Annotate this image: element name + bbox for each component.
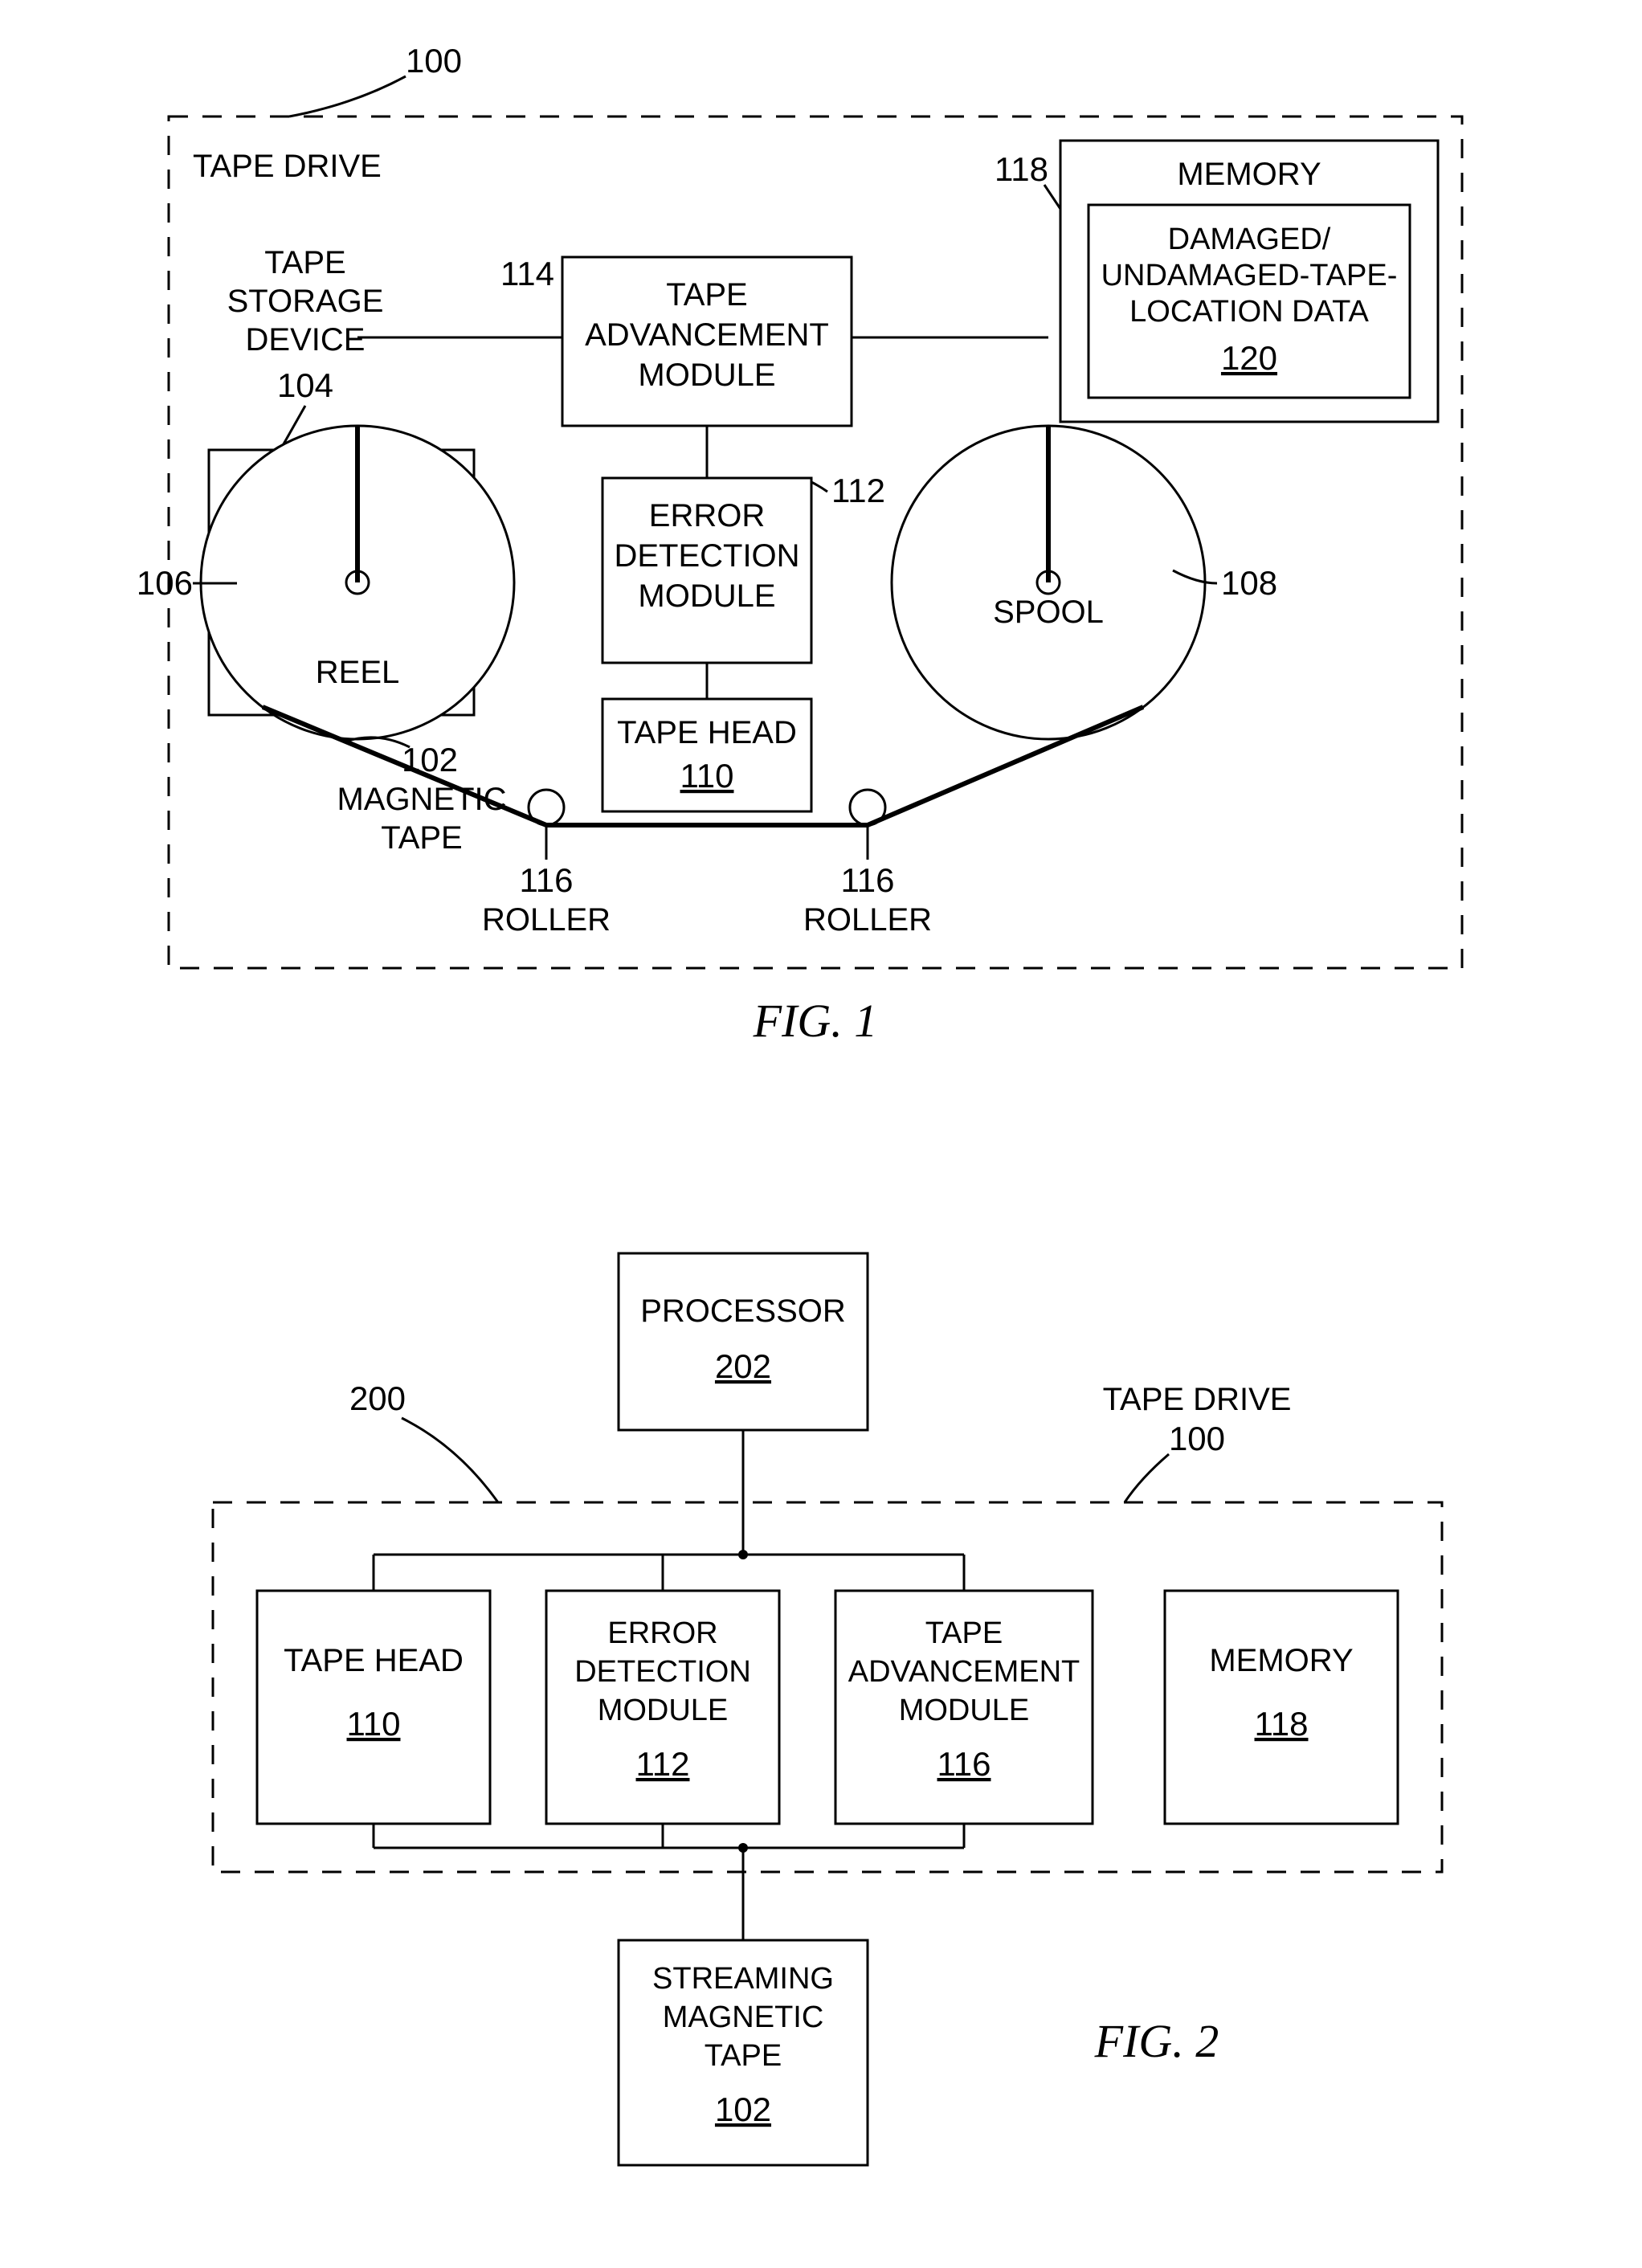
- fig2-processor-label: PROCESSOR: [640, 1293, 846, 1329]
- fig1-memdata-l2: UNDAMAGED-TAPE-: [1101, 259, 1398, 292]
- fig1-tapehead-ref: 110: [680, 757, 734, 795]
- fig1-storage-l1: TAPE: [264, 245, 346, 280]
- diagram-canvas: TAPE DRIVE 100 TAPE STORAGE DEVICE 104 R…: [0, 0, 1642, 2268]
- fig1-magtape-l2: TAPE: [381, 820, 463, 856]
- fig1-outer-ref-lead: [289, 76, 406, 116]
- fig1-memdata-l1: DAMAGED/: [1168, 223, 1331, 256]
- fig1-spool-label: SPOOL: [993, 595, 1104, 630]
- fig1-memory-lead: [1044, 185, 1060, 209]
- fig2-errmod-l1: ERROR: [607, 1616, 717, 1650]
- fig2-stream-l2: MAGNETIC: [663, 2000, 824, 2034]
- fig1-memdata-ref: 120: [1221, 339, 1277, 377]
- fig1-roller-left-lbl: ROLLER: [482, 902, 611, 938]
- fig2-caption: FIG. 2: [1094, 2015, 1219, 2067]
- fig2-stream-ref: 102: [715, 2090, 771, 2128]
- fig1-caption: FIG. 1: [753, 995, 878, 1047]
- fig1-roller-right-lbl: ROLLER: [803, 902, 932, 938]
- fig1-storage-l3: DEVICE: [246, 322, 366, 358]
- fig1-errmod-ref: 112: [831, 472, 885, 509]
- fig1-storage-l2: STORAGE: [227, 284, 384, 319]
- fig2-stream-l3: TAPE: [705, 2039, 782, 2073]
- fig1-storage-ref: 104: [277, 366, 333, 404]
- fig2-stream-l1: STREAMING: [652, 1962, 834, 1996]
- fig1-errmod-l1: ERROR: [649, 498, 765, 533]
- fig1-errmod-l2: DETECTION: [614, 538, 799, 574]
- fig1-memory-ref: 118: [995, 150, 1048, 188]
- fig1-errmod-lead: [811, 482, 827, 492]
- fig2-advmod-l1: TAPE: [925, 1616, 1003, 1650]
- fig1-errmod-l3: MODULE: [638, 578, 775, 614]
- fig1-roller-right-ref: 116: [841, 861, 895, 899]
- fig1-advmod-ref: 114: [500, 255, 554, 292]
- fig2-outer-ref-lead: [402, 1418, 498, 1502]
- fig1-tapehead-label: TAPE HEAD: [617, 715, 797, 750]
- fig2-memory-ref: 118: [1255, 1705, 1309, 1743]
- fig2-tapehead-ref: 110: [347, 1705, 401, 1743]
- fig2-errmod-ref: 112: [636, 1745, 690, 1783]
- fig2-memory-label: MEMORY: [1209, 1643, 1353, 1678]
- fig1-advmod-l1: TAPE: [666, 277, 748, 313]
- fig2-processor-box: [619, 1253, 868, 1430]
- fig1-magtape-l1: MAGNETIC: [337, 782, 506, 817]
- fig1-reel-label: REEL: [316, 655, 400, 690]
- fig1-outer-ref: 100: [406, 42, 462, 80]
- fig2-drive-label: TAPE DRIVE: [1103, 1382, 1292, 1417]
- fig2-advmod-l3: MODULE: [899, 1694, 1030, 1727]
- fig1-roller-left-ref: 116: [520, 861, 574, 899]
- fig2-outer-ref: 200: [349, 1379, 406, 1417]
- fig1-spool-ref: 108: [1221, 564, 1277, 602]
- fig1-reel-ref: 106: [137, 564, 193, 602]
- fig2: 200 PROCESSOR 202 TAPE DRIVE 100 TAPE HE…: [213, 1253, 1442, 2165]
- fig2-advmod-l2: ADVANCEMENT: [848, 1655, 1080, 1689]
- fig1-advmod-l2: ADVANCEMENT: [585, 317, 829, 353]
- fig1-memdata-l3: LOCATION DATA: [1129, 295, 1369, 329]
- fig1-memory-label: MEMORY: [1177, 157, 1321, 192]
- fig2-processor-ref: 202: [715, 1347, 771, 1385]
- fig1-outer-label: TAPE DRIVE: [193, 149, 382, 184]
- fig2-errmod-l3: MODULE: [598, 1694, 729, 1727]
- fig2-tapehead-label: TAPE HEAD: [284, 1643, 464, 1678]
- fig2-drive-lead: [1125, 1454, 1169, 1502]
- fig2-advmod-ref: 116: [937, 1745, 991, 1783]
- fig1-advmod-l3: MODULE: [638, 358, 775, 393]
- fig2-drive-ref: 100: [1169, 1420, 1225, 1457]
- fig1: TAPE DRIVE 100 TAPE STORAGE DEVICE 104 R…: [137, 42, 1462, 1047]
- fig2-errmod-l2: DETECTION: [574, 1655, 751, 1689]
